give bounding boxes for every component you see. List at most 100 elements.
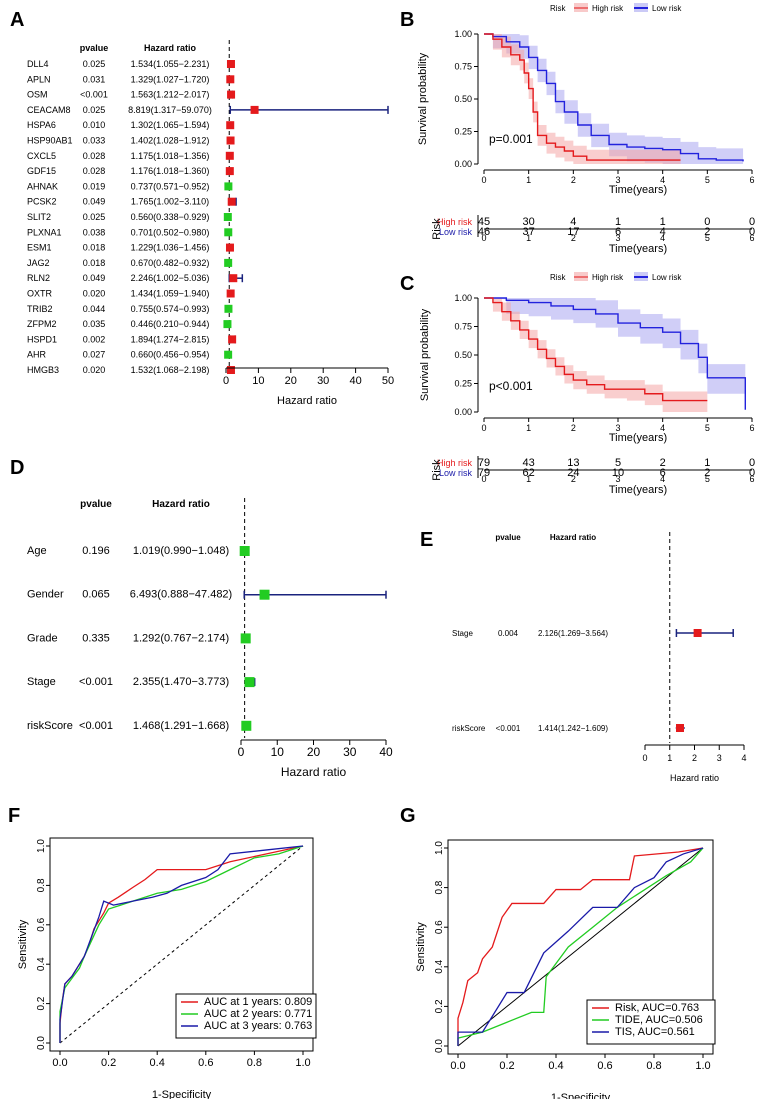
panel-label-g: G [400, 805, 416, 827]
y-tick-label: 0.25 [454, 127, 472, 137]
row-pvalue: 0.038 [83, 227, 106, 237]
legend-label: Risk, AUC=0.763 [615, 1002, 699, 1014]
risk-table-x-tick-label: 1 [526, 474, 531, 484]
row-hazard-ratio: 0.446(0.210−0.944) [131, 319, 210, 329]
row-pvalue: 0.020 [83, 365, 106, 375]
x-tick-label: 6 [749, 423, 754, 433]
x-tick-label: 2 [571, 423, 576, 433]
row-hazard-ratio: 1.292(0.767−2.174) [133, 632, 229, 644]
x-tick-label: 0.4 [150, 1057, 165, 1069]
x-tick-label: 0.2 [499, 1060, 514, 1072]
pvalue-column-header: pvalue [80, 499, 112, 510]
hazard-ratio-marker [226, 136, 235, 145]
x-tick-label: 0.6 [198, 1057, 213, 1069]
hazard-ratio-marker [250, 105, 259, 114]
panel-label-e: E [420, 529, 433, 551]
x-tick-label: 0 [238, 745, 245, 759]
x-tick-label: 10 [271, 745, 285, 759]
row-pvalue: 0.020 [83, 289, 106, 299]
y-tick-label: 0.8 [434, 880, 445, 894]
y-tick-label: 0.25 [454, 379, 472, 389]
row-hazard-ratio: 6.493(0.888−47.482) [130, 589, 232, 601]
hazard-ratio-marker [223, 320, 232, 329]
risk-table-row-label: High risk [437, 458, 473, 468]
row-hazard-ratio: 1.765(1.002−3.110) [131, 197, 209, 207]
risk-table-count: 2 [704, 467, 710, 479]
row-hazard-ratio: 1.468(1.291−1.668) [133, 720, 229, 732]
risk-table-x-tick-label: 6 [749, 233, 754, 243]
plot-frame [49, 837, 314, 1052]
pvalue-column-header: pvalue [495, 533, 521, 542]
x-tick-label: 4 [660, 423, 665, 433]
y-tick-label: 0.50 [454, 350, 472, 360]
row-pvalue: 0.027 [83, 350, 106, 360]
row-pvalue: 0.335 [82, 632, 110, 644]
row-hazard-ratio: 2.126(1.269−3.564) [538, 629, 608, 638]
risk-table-x-tick-label: 6 [749, 474, 754, 484]
risk-table-count: 4 [660, 226, 666, 238]
low-risk-confidence-band [484, 298, 746, 412]
row-hazard-ratio: 1.019(0.990−1.048) [133, 545, 229, 557]
risk-table-x-tick-label: 4 [660, 474, 665, 484]
row-label: riskScore [452, 724, 486, 733]
x-tick-label: 40 [379, 745, 393, 759]
legend: Risk High risk Low risk [550, 272, 682, 282]
x-tick-label: 30 [317, 375, 329, 387]
y-tick-label: 1.00 [454, 293, 472, 303]
plot-frame [447, 839, 714, 1055]
row-label: AHNAK [27, 181, 58, 191]
x-tick-label: 10 [252, 375, 264, 387]
y-tick-label: 0.2 [36, 996, 47, 1010]
x-tick-label: 6 [749, 175, 754, 185]
row-hazard-ratio: 1.894(1.274−2.815) [131, 334, 210, 344]
hazard-ratio-marker [223, 213, 232, 221]
x-tick-label: 2 [571, 175, 576, 185]
hazard-ratio-marker [226, 75, 235, 84]
y-tick-label: 0.6 [434, 920, 445, 934]
hazard-ratio-marker [239, 546, 250, 556]
hazard-ratio-marker [224, 258, 233, 267]
row-hazard-ratio: 2.355(1.470−3.773) [133, 676, 229, 688]
row-label: HSPD1 [27, 334, 57, 344]
roc-plot-f: 0.0 0.2 0.4 0.6 0.8 1.0 0.0 0.2 0.4 0.6 0.8 1.0 1-Sp… [17, 837, 317, 1099]
row-hazard-ratio: 1.563(1.212−2.017) [131, 90, 210, 100]
x-tick-label: 2 [692, 753, 697, 763]
hazard-ratio-marker [229, 274, 238, 283]
risk-table-x-tick-label: 4 [660, 233, 665, 243]
row-pvalue: 0.025 [83, 105, 106, 115]
forest-plot-a: pvalue Hazard ratio DLL4 0.025 1.534(1.055−2… [27, 40, 394, 407]
risk-table-count: 1 [615, 216, 621, 228]
legend-box [175, 993, 317, 1039]
row-hazard-ratio: 1.532(1.068−2.198) [131, 365, 210, 375]
risk-table-count: 6 [615, 226, 621, 238]
row-pvalue: 0.049 [83, 273, 106, 283]
x-axis-title: Hazard ratio [277, 395, 337, 407]
row-label: HMGB3 [27, 365, 59, 375]
legend-low-risk-label: Low risk [652, 4, 682, 13]
y-tick-label: 1.0 [434, 841, 445, 855]
x-tick-label: 1 [526, 175, 531, 185]
x-tick-label: 1 [667, 753, 672, 763]
y-tick-label: 0.6 [36, 917, 47, 931]
hazard-ratio-marker [224, 350, 233, 359]
risk-table-x-tick-label: 2 [571, 474, 576, 484]
p-value-annotation: p<0.001 [489, 379, 533, 393]
hazard-ratio-marker [693, 629, 702, 637]
hazard-ratio-marker [226, 121, 235, 130]
x-tick-label: 30 [343, 745, 357, 759]
legend-label: TIS, AUC=0.561 [615, 1026, 695, 1038]
row-hazard-ratio: 1.229(1.036−1.456) [131, 243, 210, 253]
y-tick-label: 0.4 [434, 959, 445, 973]
panel-label-c: C [400, 273, 414, 295]
row-label: OXTR [27, 289, 53, 299]
row-label: CEACAM8 [27, 105, 71, 115]
row-label: SLIT2 [27, 212, 51, 222]
legend: Risk High risk Low risk [550, 3, 682, 13]
y-tick-label: 1.00 [454, 29, 472, 39]
row-pvalue: 0.018 [83, 258, 106, 268]
row-pvalue: 0.025 [83, 212, 106, 222]
y-axis-title: Survival probability [419, 308, 431, 401]
x-axis-title: 1-Specificity [551, 1092, 611, 1099]
